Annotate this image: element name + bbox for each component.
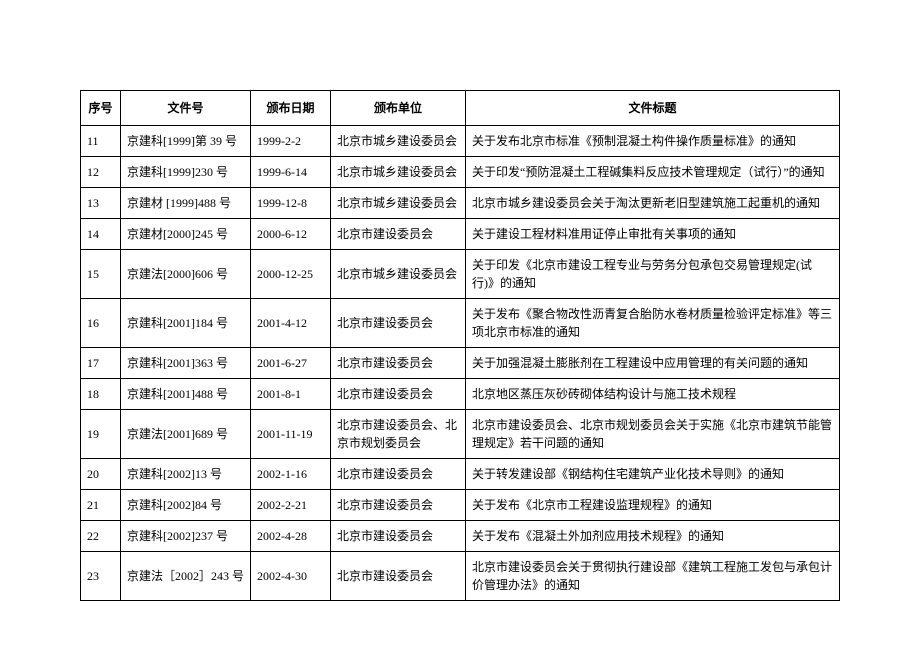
table-row: 12京建科[1999]230 号1999-6-14北京市城乡建设委员会关于印发“… <box>81 157 840 188</box>
table-row: 11京建科[1999]第 39 号1999-2-2北京市城乡建设委员会关于发布北… <box>81 126 840 157</box>
cell-seq: 19 <box>81 410 121 459</box>
cell-unit: 北京市建设委员会 <box>331 552 466 601</box>
cell-seq: 14 <box>81 219 121 250</box>
cell-docno: 京建法[2000]606 号 <box>121 250 251 299</box>
cell-date: 2002-4-30 <box>251 552 331 601</box>
documents-table: 序号 文件号 颁布日期 颁布单位 文件标题 11京建科[1999]第 39 号1… <box>80 90 840 601</box>
cell-date: 1999-6-14 <box>251 157 331 188</box>
table-row: 14京建材[2000]245 号2000-6-12北京市建设委员会关于建设工程材… <box>81 219 840 250</box>
cell-unit: 北京市城乡建设委员会 <box>331 188 466 219</box>
cell-title: 北京市建设委员会、北京市规划委员会关于实施《北京市建筑节能管理规定》若干问题的通… <box>466 410 840 459</box>
cell-seq: 21 <box>81 490 121 521</box>
cell-seq: 13 <box>81 188 121 219</box>
cell-docno: 京建科[2001]363 号 <box>121 348 251 379</box>
cell-seq: 15 <box>81 250 121 299</box>
cell-docno: 京建科[1999]第 39 号 <box>121 126 251 157</box>
cell-title: 关于印发《北京市建设工程专业与劳务分包承包交易管理规定(试行)》的通知 <box>466 250 840 299</box>
table-row: 20京建科[2002]13 号2002-1-16北京市建设委员会关于转发建设部《… <box>81 459 840 490</box>
cell-title: 北京市建设委员会关于贯彻执行建设部《建筑工程施工发包与承包计价管理办法》的通知 <box>466 552 840 601</box>
cell-title: 关于建设工程材料准用证停止审批有关事项的通知 <box>466 219 840 250</box>
table-row: 16京建科[2001]184 号2001-4-12北京市建设委员会关于发布《聚合… <box>81 299 840 348</box>
cell-seq: 20 <box>81 459 121 490</box>
table-header-row: 序号 文件号 颁布日期 颁布单位 文件标题 <box>81 91 840 126</box>
cell-unit: 北京市建设委员会 <box>331 379 466 410</box>
cell-seq: 18 <box>81 379 121 410</box>
cell-unit: 北京市建设委员会 <box>331 219 466 250</box>
cell-seq: 23 <box>81 552 121 601</box>
cell-date: 2001-11-19 <box>251 410 331 459</box>
cell-docno: 京建科[2002]84 号 <box>121 490 251 521</box>
table-row: 21京建科[2002]84 号2002-2-21北京市建设委员会关于发布《北京市… <box>81 490 840 521</box>
cell-docno: 京建材[2000]245 号 <box>121 219 251 250</box>
cell-seq: 11 <box>81 126 121 157</box>
cell-unit: 北京市建设委员会 <box>331 348 466 379</box>
cell-seq: 16 <box>81 299 121 348</box>
cell-seq: 22 <box>81 521 121 552</box>
cell-title: 关于印发“预防混凝土工程碱集料反应技术管理规定（试行）”的通知 <box>466 157 840 188</box>
table-row: 19京建法[2001]689 号2001-11-19北京市建设委员会、北京市规划… <box>81 410 840 459</box>
cell-unit: 北京市城乡建设委员会 <box>331 250 466 299</box>
cell-docno: 京建科[2002]13 号 <box>121 459 251 490</box>
cell-docno: 京建科[2002]237 号 <box>121 521 251 552</box>
header-seq: 序号 <box>81 91 121 126</box>
cell-title: 北京地区蒸压灰砂砖砌体结构设计与施工技术规程 <box>466 379 840 410</box>
cell-title: 关于发布《北京市工程建设监理规程》的通知 <box>466 490 840 521</box>
cell-docno: 京建科[2001]488 号 <box>121 379 251 410</box>
cell-unit: 北京市城乡建设委员会 <box>331 157 466 188</box>
cell-title: 关于发布《聚合物改性沥青复合胎防水卷材质量检验评定标准》等三项北京市标准的通知 <box>466 299 840 348</box>
table-row: 13京建材 [1999]488 号1999-12-8北京市城乡建设委员会北京市城… <box>81 188 840 219</box>
cell-unit: 北京市建设委员会 <box>331 299 466 348</box>
cell-date: 1999-2-2 <box>251 126 331 157</box>
table-row: 18京建科[2001]488 号2001-8-1北京市建设委员会北京地区蒸压灰砂… <box>81 379 840 410</box>
cell-date: 2000-6-12 <box>251 219 331 250</box>
cell-docno: 京建法[2001]689 号 <box>121 410 251 459</box>
cell-date: 2002-2-21 <box>251 490 331 521</box>
cell-date: 1999-12-8 <box>251 188 331 219</box>
cell-unit: 北京市城乡建设委员会 <box>331 126 466 157</box>
cell-docno: 京建科[2001]184 号 <box>121 299 251 348</box>
cell-date: 2002-4-28 <box>251 521 331 552</box>
cell-unit: 北京市建设委员会 <box>331 490 466 521</box>
cell-title: 关于转发建设部《钢结构住宅建筑产业化技术导则》的通知 <box>466 459 840 490</box>
cell-docno: 京建法［2002］243 号 <box>121 552 251 601</box>
table-row: 22京建科[2002]237 号2002-4-28北京市建设委员会关于发布《混凝… <box>81 521 840 552</box>
cell-title: 关于发布北京市标准《预制混凝土构件操作质量标准》的通知 <box>466 126 840 157</box>
cell-docno: 京建材 [1999]488 号 <box>121 188 251 219</box>
header-date: 颁布日期 <box>251 91 331 126</box>
cell-title: 关于发布《混凝土外加剂应用技术规程》的通知 <box>466 521 840 552</box>
cell-date: 2000-12-25 <box>251 250 331 299</box>
cell-date: 2002-1-16 <box>251 459 331 490</box>
cell-unit: 北京市建设委员会 <box>331 459 466 490</box>
cell-unit: 北京市建设委员会 <box>331 521 466 552</box>
cell-seq: 12 <box>81 157 121 188</box>
cell-date: 2001-6-27 <box>251 348 331 379</box>
header-title: 文件标题 <box>466 91 840 126</box>
cell-unit: 北京市建设委员会、北京市规划委员会 <box>331 410 466 459</box>
cell-title: 关于加强混凝土膨胀剂在工程建设中应用管理的有关问题的通知 <box>466 348 840 379</box>
cell-docno: 京建科[1999]230 号 <box>121 157 251 188</box>
header-docno: 文件号 <box>121 91 251 126</box>
cell-date: 2001-8-1 <box>251 379 331 410</box>
table-row: 15京建法[2000]606 号2000-12-25北京市城乡建设委员会关于印发… <box>81 250 840 299</box>
table-body: 11京建科[1999]第 39 号1999-2-2北京市城乡建设委员会关于发布北… <box>81 126 840 601</box>
cell-seq: 17 <box>81 348 121 379</box>
table-row: 23京建法［2002］243 号2002-4-30北京市建设委员会北京市建设委员… <box>81 552 840 601</box>
table-row: 17京建科[2001]363 号2001-6-27北京市建设委员会关于加强混凝土… <box>81 348 840 379</box>
cell-date: 2001-4-12 <box>251 299 331 348</box>
header-unit: 颁布单位 <box>331 91 466 126</box>
cell-title: 北京市城乡建设委员会关于淘汰更新老旧型建筑施工起重机的通知 <box>466 188 840 219</box>
